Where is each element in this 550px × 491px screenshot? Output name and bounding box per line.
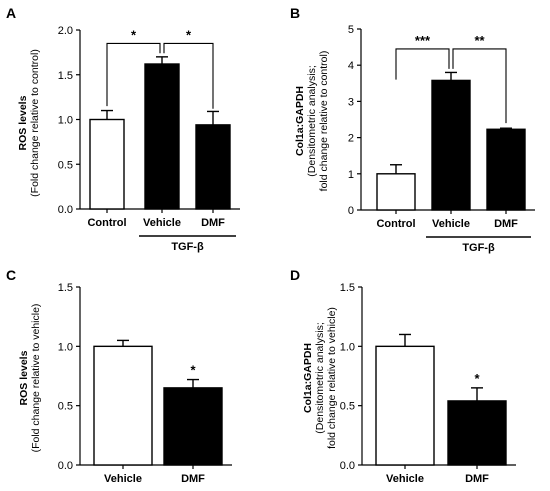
significance-bracket-a	[163, 42, 214, 109]
y-tick-label-b: 5	[348, 24, 354, 36]
panel-label-d: D	[290, 267, 300, 283]
panel-a: A ROS levels (Fold change relative to co…	[6, 5, 240, 253]
x-tick-label-a: DMF	[201, 217, 225, 229]
y-axis-subtitle-d1: (Densitometric analysis;	[314, 322, 326, 433]
y-tick-label-c: 1.0	[58, 341, 73, 353]
x-tick-label-a: Vehicle	[143, 217, 181, 229]
bar-b-vehicle	[431, 79, 471, 211]
y-axis-title-d: Col1a:GAPDH	[302, 343, 314, 413]
y-axis-subtitle-b1: (Densitometric analysis;	[306, 65, 318, 176]
y-axis-subtitle-c: (Fold change relative to vehicle)	[30, 304, 42, 453]
panel-c: C ROS levels (Fold change relative to ve…	[6, 267, 232, 485]
plot-area-c: 0.0 0.5 1.0 1.5 Vehicle DMF *	[58, 282, 232, 485]
plot-area-d: 0.0 0.5 1.0 1.5 Vehicle DMF *	[340, 282, 516, 485]
significance-star-d: *	[474, 371, 480, 386]
y-tick-label-b: 1	[348, 169, 354, 181]
significance-label-a: *	[186, 27, 192, 42]
y-tick-label-d: 1.5	[340, 282, 355, 294]
plot-area-a: 0.0 0.5 1.0 1.5 2.0 Control Vehicle DMF TGF-β * *	[58, 25, 240, 253]
significance-label-b: **	[474, 33, 485, 48]
bar-a-vehicle	[144, 63, 180, 210]
y-tick-label-c: 1.5	[58, 282, 73, 294]
y-tick-label-d: 0.5	[340, 401, 355, 413]
significance-label-a: *	[131, 27, 137, 42]
y-axis-subtitle-a: (Fold change relative to control)	[29, 49, 41, 197]
panel-label-a: A	[6, 5, 16, 21]
panel-b: B Col1a:GAPDH (Densitometric analysis; f…	[290, 5, 535, 254]
y-tick-label-a: 1.5	[58, 70, 73, 82]
bar-c-dmf	[163, 387, 223, 466]
x-tick-label-b: DMF	[494, 218, 518, 230]
significance-bracket-b	[452, 48, 507, 124]
y-tick-label-a: 2.0	[58, 25, 73, 37]
x-tick-label-a: Control	[87, 217, 126, 229]
bar-d-vehicle	[375, 345, 435, 466]
y-axis-title-b: Col1a:GAPDH	[294, 86, 306, 156]
x-tick-label-d: Vehicle	[386, 473, 424, 485]
y-tick-label-c: 0.0	[58, 460, 73, 472]
y-tick-label-a: 1.0	[58, 115, 73, 127]
x-tick-label-b: Control	[376, 218, 415, 230]
y-tick-label-a: 0.0	[58, 204, 73, 216]
significance-star-c: *	[190, 363, 196, 378]
x-tick-label-b: Vehicle	[432, 218, 470, 230]
panel-d: D Col1a:GAPDH (Densitometric analysis; f…	[290, 267, 516, 485]
x-tick-label-c: Vehicle	[104, 473, 142, 485]
bar-a-dmf	[195, 124, 231, 210]
y-axis-subtitle-d2: fold change relative to vehicle)	[326, 307, 338, 449]
y-tick-label-d: 0.0	[340, 460, 355, 472]
y-tick-label-b: 3	[348, 96, 354, 108]
group-label-a: TGF-β	[171, 241, 204, 253]
bar-b-control	[376, 173, 416, 211]
y-tick-label-b: 4	[348, 60, 354, 72]
x-tick-label-c: DMF	[181, 473, 205, 485]
bar-a-control	[89, 118, 125, 210]
y-axis-subtitle-b2: fold change relative to control)	[318, 51, 330, 192]
significance-bracket-b	[395, 48, 450, 80]
bar-c-vehicle	[93, 345, 153, 466]
y-tick-label-b: 2	[348, 133, 354, 145]
y-tick-label-c: 0.5	[58, 401, 73, 413]
panel-label-c: C	[6, 267, 16, 283]
panel-label-b: B	[290, 5, 300, 21]
significance-bracket-a	[106, 42, 161, 107]
bar-d-dmf	[447, 400, 507, 466]
significance-label-b: ***	[415, 33, 431, 48]
y-tick-label-d: 1.0	[340, 341, 355, 353]
x-tick-label-d: DMF	[465, 473, 489, 485]
y-tick-label-a: 0.5	[58, 159, 73, 171]
group-label-b: TGF-β	[462, 242, 495, 254]
y-tick-label-b: 0	[348, 205, 354, 217]
y-axis-title-a: ROS levels	[17, 95, 29, 150]
bar-b-dmf	[486, 128, 526, 211]
y-axis-title-c: ROS levels	[18, 350, 30, 405]
